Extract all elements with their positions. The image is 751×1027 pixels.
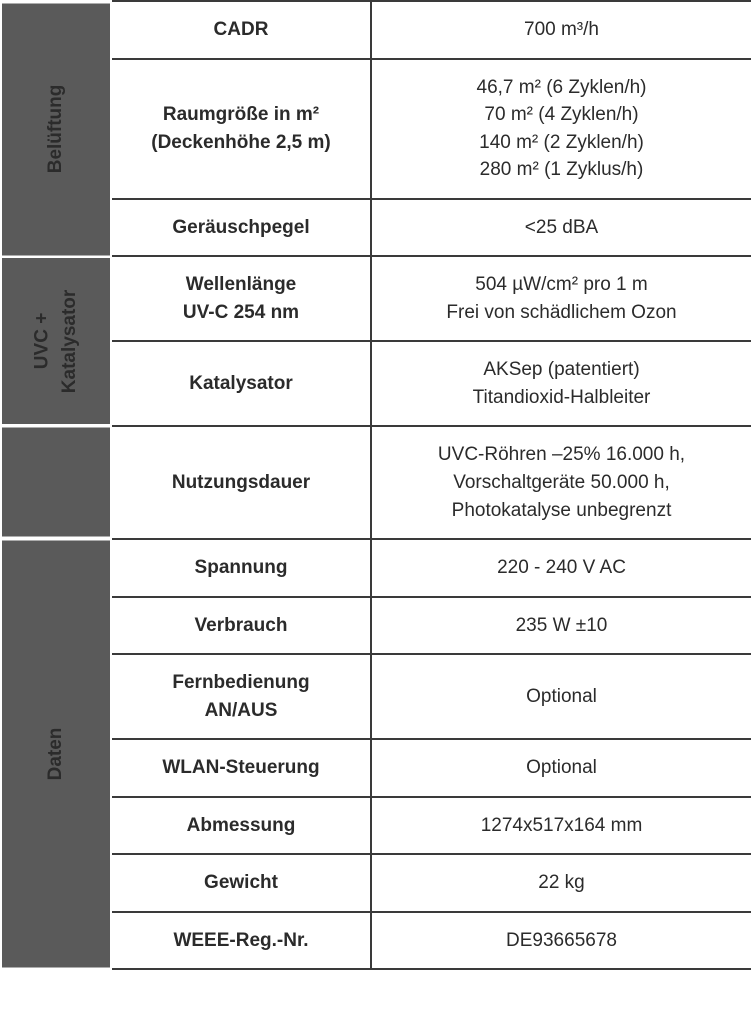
category-header-blank	[1, 426, 111, 539]
table-row: Fernbedienung AN/AUSOptional	[1, 654, 751, 739]
spec-label: WEEE-Reg.-Nr.	[111, 912, 371, 970]
spec-label: Abmessung	[111, 797, 371, 855]
spec-value: 220 - 240 V AC	[371, 539, 751, 597]
spec-value: Optional	[371, 654, 751, 739]
spec-value: 700 m³/h	[371, 1, 751, 59]
spec-value: Optional	[371, 739, 751, 797]
table-row: WLAN-SteuerungOptional	[1, 739, 751, 797]
spec-label: CADR	[111, 1, 371, 59]
spec-label: Geräuschpegel	[111, 199, 371, 257]
spec-value: 46,7 m² (6 Zyklen/h) 70 m² (4 Zyklen/h) …	[371, 59, 751, 199]
table-row: Gewicht22 kg	[1, 854, 751, 912]
spec-value: 1274x517x164 mm	[371, 797, 751, 855]
table-row: Geräuschpegel<25 dBA	[1, 199, 751, 257]
spec-label: Nutzungsdauer	[111, 426, 371, 539]
category-header: UVC + Katalysator	[1, 256, 111, 426]
table-row: NutzungsdauerUVC-Röhren –25% 16.000 h, V…	[1, 426, 751, 539]
spec-value: AKSep (patentiert) Titandioxid-Halbleite…	[371, 341, 751, 426]
spec-label: Fernbedienung AN/AUS	[111, 654, 371, 739]
spec-label: Spannung	[111, 539, 371, 597]
spec-label: Verbrauch	[111, 597, 371, 655]
spec-value: <25 dBA	[371, 199, 751, 257]
spec-value: 22 kg	[371, 854, 751, 912]
table-row: Raumgröße in m² (Deckenhöhe 2,5 m)46,7 m…	[1, 59, 751, 199]
spec-label: Raumgröße in m² (Deckenhöhe 2,5 m)	[111, 59, 371, 199]
spec-table: BelüftungCADR700 m³/hRaumgröße in m² (De…	[0, 0, 751, 970]
spec-value: DE93665678	[371, 912, 751, 970]
spec-value: 235 W ±10	[371, 597, 751, 655]
table-row: KatalysatorAKSep (patentiert) Titandioxi…	[1, 341, 751, 426]
spec-value: 504 µW/cm² pro 1 m Frei von schädlichem …	[371, 256, 751, 341]
table-row: UVC + KatalysatorWellenlänge UV-C 254 nm…	[1, 256, 751, 341]
spec-label: Wellenlänge UV-C 254 nm	[111, 256, 371, 341]
spec-label: Gewicht	[111, 854, 371, 912]
spec-label: Katalysator	[111, 341, 371, 426]
table-row: Abmessung1274x517x164 mm	[1, 797, 751, 855]
spec-table-body: BelüftungCADR700 m³/hRaumgröße in m² (De…	[1, 1, 751, 969]
spec-label: WLAN-Steuerung	[111, 739, 371, 797]
category-header: Daten	[1, 539, 111, 969]
table-row: DatenSpannung220 - 240 V AC	[1, 539, 751, 597]
category-header: Belüftung	[1, 1, 111, 256]
table-row: WEEE-Reg.-Nr.DE93665678	[1, 912, 751, 970]
table-row: Verbrauch235 W ±10	[1, 597, 751, 655]
table-row: BelüftungCADR700 m³/h	[1, 1, 751, 59]
spec-value: UVC-Röhren –25% 16.000 h, Vorschaltgerät…	[371, 426, 751, 539]
